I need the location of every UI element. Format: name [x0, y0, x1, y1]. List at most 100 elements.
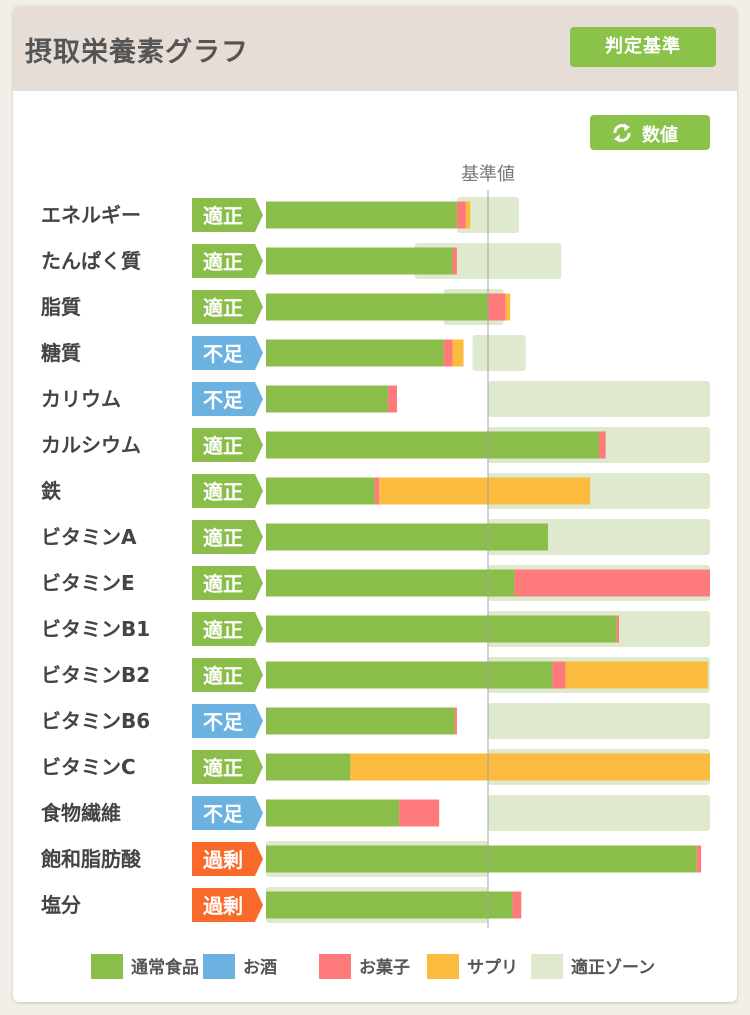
bar-segment-normal-food: [266, 707, 455, 735]
status-badge: [192, 474, 263, 508]
status-badge-label: 過剰: [203, 848, 243, 872]
status-badge: [192, 382, 263, 416]
bar-segment-normal-food: [266, 615, 617, 643]
nutrient-label: 食物繊維: [41, 801, 121, 825]
bar-segment-snacks: [512, 891, 522, 919]
bar-segment-snacks: [488, 293, 506, 321]
nutrient-label: ビタミンC: [41, 755, 136, 779]
legend-label: お菓子: [359, 958, 410, 978]
bar-segment-normal-food: [266, 431, 599, 459]
bar-segment-snacks: [599, 431, 606, 459]
bar-segment-snacks: [452, 247, 457, 275]
bar-segment-supplement: [505, 293, 511, 321]
legend-swatch: [319, 954, 351, 979]
nutrient-label: 飽和脂肪酸: [41, 847, 142, 871]
proper-zone-band: [472, 335, 526, 371]
status-badge-label: 適正: [203, 526, 243, 550]
status-badge-label: 適正: [203, 618, 243, 642]
legend-swatch: [91, 954, 123, 979]
status-badge-label: 不足: [203, 802, 244, 826]
bar-segment-snacks: [454, 707, 457, 735]
legend-swatch: [531, 954, 563, 979]
bar-segment-normal-food: [266, 891, 513, 919]
bar-segment-normal-food: [266, 201, 457, 229]
bar-segment-snacks: [616, 615, 619, 643]
bar-segment-snacks: [696, 845, 702, 873]
legend-swatch: [427, 954, 459, 979]
status-badge: [192, 290, 263, 324]
status-badge-label: 過剰: [203, 894, 243, 918]
nutrient-label: たんぱく質: [41, 249, 141, 273]
status-badge-label: 不足: [203, 388, 244, 412]
legend-label: サプリ: [467, 957, 518, 978]
legend-swatch: [203, 954, 235, 979]
nutrient-label: ビタミンB1: [41, 617, 150, 641]
reference-label: 基準値: [461, 164, 515, 185]
status-badge-label: 適正: [203, 204, 243, 228]
nutrient-label: 鉄: [41, 479, 61, 503]
status-badge-label: 不足: [203, 710, 244, 734]
refresh-icon: [613, 123, 631, 143]
card-header: 摂取栄養素グラフ 判定基準: [13, 6, 737, 91]
nutrient-label: ビタミンB6: [41, 709, 150, 733]
status-badge-label: 適正: [203, 296, 243, 320]
bar-segment-supplement: [452, 339, 464, 367]
criteria-button[interactable]: 判定基準: [570, 27, 716, 67]
bar-segment-normal-food: [266, 845, 697, 873]
status-badge-label: 適正: [203, 250, 243, 274]
status-badge-label: 適正: [203, 756, 243, 780]
status-badge: [192, 750, 263, 784]
bar-segment-normal-food: [266, 753, 351, 781]
status-badge: [192, 704, 263, 738]
bar-segment-supplement: [379, 477, 591, 505]
status-badge: [192, 796, 263, 830]
bar-segment-normal-food: [266, 799, 400, 827]
bar-segment-normal-food: [266, 661, 553, 689]
status-badge: [192, 842, 263, 876]
nutrient-label: ビタミンB2: [41, 663, 150, 687]
nutrient-graph-card: 摂取栄養素グラフ 判定基準 数値 エネルギー 適正 たんぱく質 適正 脂質 適正 糖質 不足カ…: [13, 6, 737, 1002]
nutrient-label: エネルギー: [41, 203, 141, 227]
bar-segment-snacks: [456, 201, 466, 229]
nutrient-label: 塩分: [41, 893, 81, 917]
values-toggle-button[interactable]: 数値: [590, 115, 710, 150]
status-badge: [192, 888, 263, 922]
values-button-label: 数値: [642, 125, 678, 146]
bar-segment-normal-food: [266, 477, 375, 505]
bar-segment-normal-food: [266, 385, 389, 413]
nutrient-label: ビタミンA: [41, 525, 137, 549]
bar-segment-supplement: [565, 661, 708, 689]
nutrient-label: カリウム: [41, 387, 121, 411]
bar-segment-normal-food: [266, 339, 444, 367]
bar-segment-normal-food: [266, 293, 488, 321]
status-badge-label: 不足: [203, 342, 244, 366]
status-badge-label: 適正: [203, 572, 243, 596]
status-badge: [192, 566, 263, 600]
status-badge: [192, 658, 263, 692]
bar-segment-supplement: [465, 201, 471, 229]
bar-segment-normal-food: [266, 523, 548, 551]
status-badge: [192, 336, 263, 370]
proper-zone-band: [488, 795, 710, 831]
legend-label: 適正ゾーン: [571, 957, 655, 978]
status-badge: [192, 244, 263, 278]
nutrient-label: 糖質: [41, 341, 81, 365]
bar-segment-supplement: [350, 753, 710, 781]
nutrient-label: ビタミンE: [41, 571, 135, 595]
nutrient-label: 脂質: [41, 295, 81, 319]
status-badge: [192, 428, 263, 462]
status-badge: [192, 198, 263, 232]
page-title: 摂取栄養素グラフ: [25, 37, 249, 68]
status-badge: [192, 612, 263, 646]
status-badge: [192, 520, 263, 554]
bar-segment-snacks: [552, 661, 566, 689]
bar-segment-normal-food: [266, 569, 515, 597]
bar-segment-snacks: [388, 385, 397, 413]
bar-segment-snacks: [399, 799, 440, 827]
status-badge-label: 適正: [203, 480, 243, 504]
legend-label: 通常食品: [131, 957, 199, 978]
proper-zone-band: [488, 703, 710, 739]
status-badge-label: 適正: [203, 434, 243, 458]
bar-segment-snacks: [443, 339, 453, 367]
